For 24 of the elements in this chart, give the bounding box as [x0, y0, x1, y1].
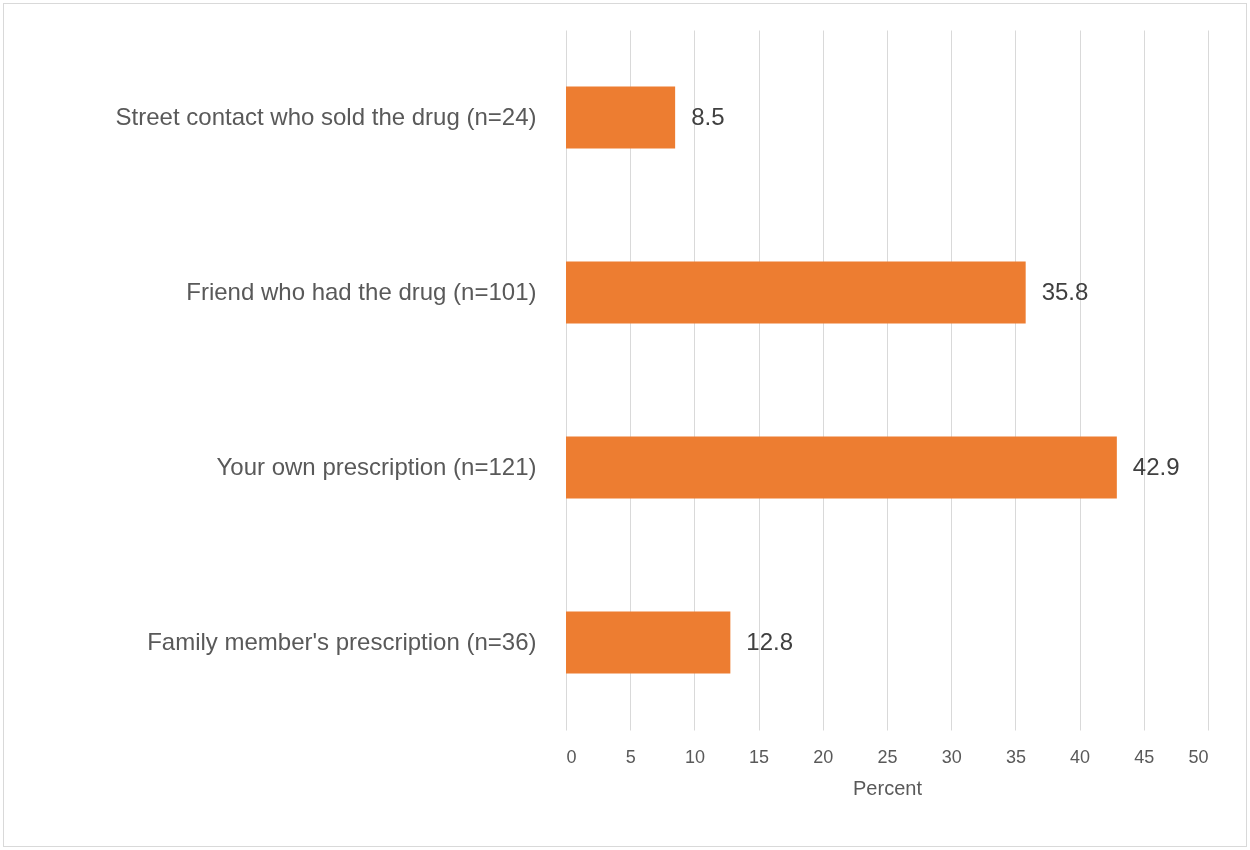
- bar: [566, 436, 1117, 499]
- x-tick-label: 45: [1134, 746, 1155, 767]
- y-tick-label: Street contact who sold the drug (n=24): [115, 102, 537, 130]
- x-tick-label: 5: [625, 746, 636, 767]
- x-tick-label: 15: [749, 746, 770, 767]
- x-tick-label: 0: [566, 746, 577, 767]
- y-tick-label: Friend who had the drug (n=101): [186, 277, 537, 305]
- data-label: 42.9: [1132, 452, 1180, 480]
- y-tick-label: Family member's prescription (n=36): [147, 627, 537, 655]
- x-axis-title: Percent: [853, 776, 923, 799]
- bar: [566, 611, 731, 674]
- x-tick-label: 40: [1070, 746, 1091, 767]
- x-tick-label: 50: [1188, 746, 1209, 767]
- x-tick-label: 10: [684, 746, 705, 767]
- x-tick-label: 30: [941, 746, 962, 767]
- data-label: 12.8: [746, 627, 794, 655]
- bar: [566, 86, 676, 149]
- x-tick-label: 25: [877, 746, 898, 767]
- y-tick-label: Your own prescription (n=121): [216, 452, 537, 480]
- x-tick-label: 35: [1005, 746, 1026, 767]
- x-tick-label: 20: [813, 746, 834, 767]
- bar: [566, 261, 1026, 324]
- data-label: 8.5: [691, 102, 725, 130]
- data-label: 35.8: [1041, 277, 1089, 305]
